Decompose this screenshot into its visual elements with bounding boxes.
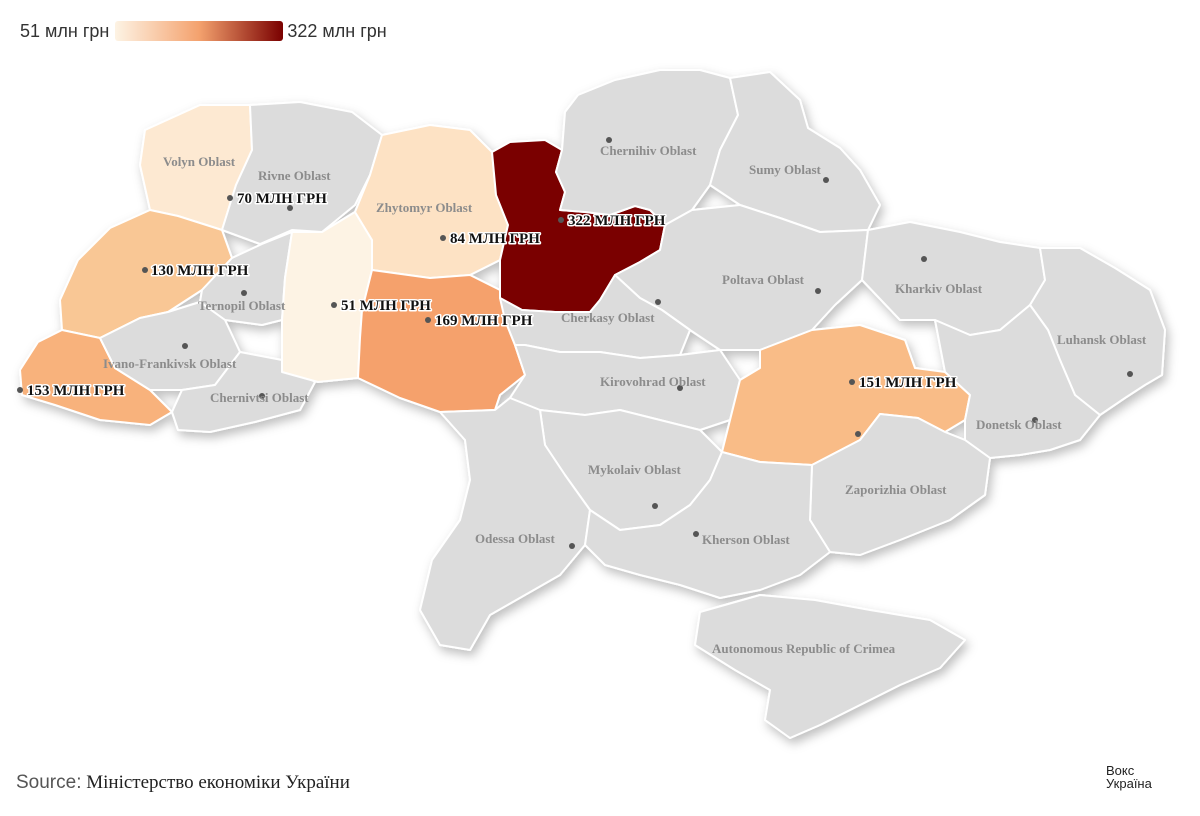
oblast-label-poltava: Poltava Oblast	[722, 272, 805, 287]
city-dot-odessa	[569, 543, 575, 549]
value-label-zakarpattia: 153 МЛН ГРН	[27, 383, 125, 399]
city-dot-dnipropetrovsk	[849, 379, 855, 385]
city-dot-ternopil	[241, 290, 247, 296]
oblast-label-luhansk: Luhansk Oblast	[1057, 332, 1147, 347]
oblast-label-odessa: Odessa Oblast	[475, 531, 555, 546]
city-dot-lviv	[142, 267, 148, 273]
voxukraine-logo: Вокс Україна	[1106, 764, 1152, 790]
city-dot-luhansk	[1127, 371, 1133, 377]
value-label-khmelnytskyi: 51 МЛН ГРН	[341, 298, 431, 314]
oblast-label-chernivtsi: Chernivtsi Oblast	[210, 390, 309, 405]
legend-max-label: 322 млн грн	[287, 20, 387, 41]
oblast-label-rivne: Rivne Oblast	[258, 168, 331, 183]
city-dot-zaporizhia	[855, 431, 861, 437]
logo-line-1: Вокс	[1106, 763, 1135, 778]
oblast-label-cherkasy: Cherkasy Oblast	[561, 310, 655, 325]
oblast-label-sumy: Sumy Oblast	[749, 162, 822, 177]
city-dot-poltava	[815, 288, 821, 294]
city-dot-chernivtsi	[259, 393, 265, 399]
city-dot-kharkiv	[921, 256, 927, 262]
source-note: Source: Міністерство економіки України	[16, 772, 350, 794]
city-dot-chernihiv	[606, 137, 612, 143]
color-legend: 51 млн грн 322 млн грн	[20, 18, 387, 44]
source-label: Source:	[16, 772, 82, 793]
city-dot-sumy	[823, 177, 829, 183]
value-label-volyn: 70 МЛН ГРН	[237, 191, 327, 207]
city-dot-volyn	[227, 195, 233, 201]
value-label-zhytomyr: 84 МЛН ГРН	[450, 231, 540, 247]
ukraine-choropleth-map: Volyn Oblast 70 МЛН ГРН Rivne Oblast 130 МЛ…	[17, 69, 1166, 739]
region-chernivtsi	[171, 351, 316, 433]
city-dot-mykolaiv	[652, 503, 658, 509]
region-ternopil	[199, 231, 293, 326]
legend-gradient-bar	[115, 21, 284, 41]
city-dot-kherson	[693, 531, 699, 537]
oblast-label-zhytomyr: Zhytomyr Oblast	[376, 200, 473, 215]
oblast-label-mykolaiv: Mykolaiv Oblast	[588, 462, 681, 477]
value-label-vinnytsia: 169 МЛН ГРН	[435, 313, 533, 329]
city-dot-kyiv	[558, 217, 564, 223]
city-dot-khmelnytskyi	[331, 302, 337, 308]
city-dot-ivano-frankivsk	[182, 343, 188, 349]
region-chernihiv	[555, 69, 739, 226]
source-text: Міністерство економіки України	[86, 772, 350, 793]
oblast-label-zaporizhia: Zaporizhia Oblast	[845, 482, 947, 497]
region-donetsk	[934, 304, 1101, 459]
city-dot-cherkasy	[655, 299, 661, 305]
city-dot-zakarpattia	[17, 387, 23, 393]
region-vinnytsia	[357, 269, 526, 413]
oblast-label-kirovohrad: Kirovohrad Oblast	[600, 374, 706, 389]
oblast-label-donetsk: Donetsk Oblast	[976, 417, 1062, 432]
logo-line-2: Україна	[1106, 776, 1152, 791]
value-label-lviv: 130 МЛН ГРН	[151, 263, 249, 279]
oblast-label-chernihiv: Chernihiv Oblast	[600, 143, 697, 158]
oblast-label-kharkiv: Kharkiv Oblast	[895, 281, 983, 296]
region-kherson	[584, 451, 831, 599]
region-zhytomyr	[354, 124, 509, 279]
value-label-dnipropetrovsk: 151 МЛН ГРН	[859, 375, 957, 391]
oblast-label-ternopil: Ternopil Oblast	[198, 298, 286, 313]
city-dot-rivne	[287, 205, 293, 211]
oblast-label-ivano-frankivsk: Ivano-Frankivsk Oblast	[103, 356, 237, 371]
value-label-kyiv: 322 МЛН ГРН	[568, 213, 666, 229]
oblast-label-kherson: Kherson Oblast	[702, 532, 790, 547]
region-odessa	[419, 397, 591, 651]
city-dot-vinnytsia	[425, 317, 431, 323]
legend-min-label: 51 млн грн	[20, 20, 110, 41]
city-dot-kirovohrad	[677, 385, 683, 391]
region-zaporizhia	[809, 413, 991, 556]
oblast-label-volyn: Volyn Oblast	[163, 154, 236, 169]
region-crimea	[694, 594, 966, 739]
city-dot-zhytomyr	[440, 235, 446, 241]
oblast-label-crimea: Autonomous Republic of Crimea	[712, 641, 896, 656]
city-dot-donetsk	[1032, 417, 1038, 423]
